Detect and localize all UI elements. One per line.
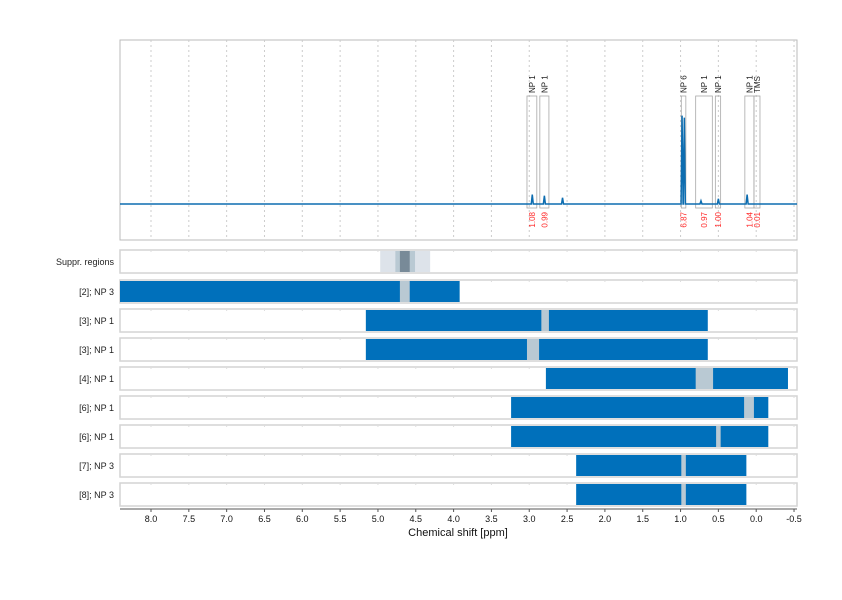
- integral-label: TMS: [753, 76, 762, 93]
- x-tick-label: 4.0: [447, 514, 460, 524]
- row-label: [3]; NP 1: [79, 316, 114, 326]
- x-tick-label: 4.5: [410, 514, 423, 524]
- x-tick-label: 5.0: [372, 514, 385, 524]
- integral-box: [753, 95, 761, 209]
- row-panel: [119, 249, 798, 274]
- integral-value: 0.01: [753, 211, 762, 227]
- x-tick-label: 0.5: [712, 514, 725, 524]
- x-tick-label: 2.5: [561, 514, 574, 524]
- row-label: Suppr. regions: [56, 257, 115, 267]
- row-label: [6]; NP 1: [79, 403, 114, 413]
- region-bar: [120, 281, 460, 302]
- integral-box: [714, 95, 722, 209]
- row-label: [3]; NP 1: [79, 345, 114, 355]
- x-tick-label: 3.5: [485, 514, 498, 524]
- integral-label: NP 1: [745, 75, 754, 93]
- integral-value: 1.04: [745, 211, 754, 227]
- spectrum-line: [120, 115, 797, 205]
- row-label: [2]; NP 3: [79, 287, 114, 297]
- row-label: [8]; NP 3: [79, 490, 114, 500]
- x-axis-label: Chemical shift [ppm]: [408, 527, 508, 539]
- x-tick-label: 6.0: [296, 514, 309, 524]
- x-tick-label: -0.5: [786, 514, 802, 524]
- region-gap: [526, 339, 540, 360]
- x-tick-label: 1.0: [674, 514, 687, 524]
- region-bar: [576, 455, 747, 476]
- x-tick-label: 5.5: [334, 514, 347, 524]
- integral-value: 1.00: [714, 211, 723, 227]
- integral-box: [526, 95, 538, 209]
- row-label: [4]; NP 1: [79, 374, 114, 384]
- integral-label: NP 1: [714, 75, 723, 93]
- region-bar: [545, 368, 788, 389]
- region-gap: [744, 397, 754, 418]
- region-gap: [681, 484, 686, 505]
- x-tick-label: 1.5: [636, 514, 649, 524]
- x-tick-label: 3.0: [523, 514, 536, 524]
- region-gap: [716, 426, 721, 447]
- integral-value: 1.08: [528, 211, 537, 227]
- x-tick-label: 6.5: [258, 514, 271, 524]
- x-tick-label: 0.0: [750, 514, 763, 524]
- region-bar: [576, 484, 747, 505]
- integral-label: NP 1: [540, 75, 549, 93]
- region-bar: [511, 397, 769, 418]
- region-gap: [695, 368, 714, 389]
- x-tick-label: 8.0: [145, 514, 158, 524]
- integral-label: NP 1: [528, 75, 537, 93]
- suppressed-region-inner: [399, 251, 410, 272]
- region-gap: [399, 281, 410, 302]
- integral-value: 0.99: [540, 211, 549, 227]
- region-gap: [681, 455, 686, 476]
- integral-label: NP 6: [680, 75, 689, 93]
- integral-value: 6.87: [680, 211, 689, 227]
- row-label: [7]; NP 3: [79, 461, 114, 471]
- x-tick-label: 7.0: [220, 514, 233, 524]
- x-tick-label: 7.5: [183, 514, 196, 524]
- region-gap: [541, 310, 549, 331]
- x-tick-label: 2.0: [599, 514, 612, 524]
- integral-box: [539, 95, 550, 209]
- region-bar: [511, 426, 769, 447]
- region-bar: [365, 310, 708, 331]
- row-label: [6]; NP 1: [79, 432, 114, 442]
- integral-label: NP 1: [700, 75, 709, 93]
- integral-box: [695, 95, 713, 209]
- integral-value: 0.97: [700, 211, 709, 227]
